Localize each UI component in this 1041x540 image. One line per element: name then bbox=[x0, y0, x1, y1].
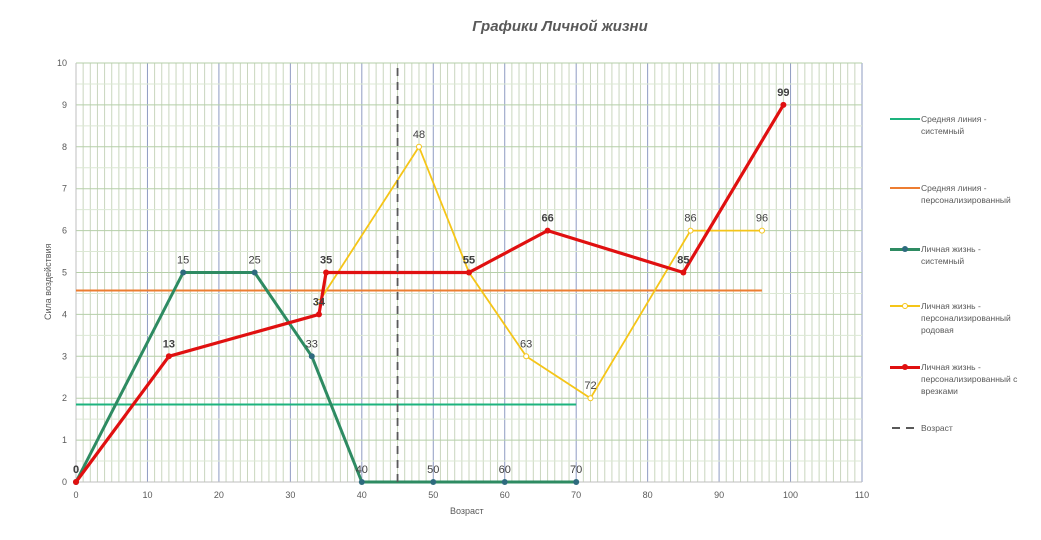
data-label: 25 bbox=[249, 255, 261, 267]
data-label: 35 bbox=[320, 255, 332, 267]
data-label: 13 bbox=[163, 338, 175, 350]
line-hollow-marker-swatch-icon bbox=[890, 300, 920, 312]
y-tick-label: 8 bbox=[62, 142, 67, 152]
data-label: 86 bbox=[684, 213, 696, 225]
data-point-marker bbox=[544, 227, 551, 234]
data-label: 50 bbox=[427, 464, 439, 476]
data-point-marker bbox=[466, 269, 472, 276]
data-label: 48 bbox=[413, 129, 425, 141]
y-tick-label: 7 bbox=[62, 184, 67, 194]
y-tick-label: 3 bbox=[62, 351, 67, 361]
x-tick-label: 60 bbox=[500, 490, 510, 500]
data-label: 70 bbox=[570, 464, 582, 476]
data-label: 72 bbox=[584, 380, 596, 392]
chart-title: Графики Личной жизни bbox=[472, 18, 648, 35]
data-point-marker bbox=[315, 311, 322, 318]
dashed-line-swatch-icon bbox=[890, 422, 920, 434]
y-tick-label: 2 bbox=[62, 393, 67, 403]
data-point-marker bbox=[251, 269, 258, 276]
data-label: 55 bbox=[463, 255, 475, 267]
x-tick-label: 70 bbox=[571, 490, 581, 500]
line-marker-swatch-icon bbox=[890, 243, 920, 255]
data-label: 66 bbox=[541, 213, 553, 225]
line-marker-swatch-icon bbox=[890, 361, 920, 373]
line-swatch-icon bbox=[890, 182, 920, 194]
data-label: 63 bbox=[520, 338, 532, 350]
data-point-marker bbox=[180, 269, 187, 276]
series-line bbox=[74, 271, 577, 484]
series-layer bbox=[73, 63, 787, 485]
data-point-marker bbox=[587, 395, 594, 402]
x-tick-label: 80 bbox=[643, 490, 653, 500]
y-tick-label: 6 bbox=[62, 226, 67, 236]
y-tick-label: 9 bbox=[62, 100, 67, 110]
x-tick-label: 10 bbox=[142, 490, 152, 500]
data-label: 15 bbox=[177, 255, 189, 267]
x-tick-label: 30 bbox=[285, 490, 295, 500]
data-point-marker bbox=[358, 479, 365, 485]
y-tick-label: 4 bbox=[62, 309, 67, 319]
data-point-marker bbox=[308, 353, 315, 360]
data-label: 33 bbox=[306, 338, 318, 350]
y-tick-label: 10 bbox=[57, 58, 67, 68]
y-tick-label: 0 bbox=[62, 477, 67, 487]
x-axis-label: Возраст bbox=[450, 506, 484, 516]
data-label: 60 bbox=[499, 464, 511, 476]
data-label: 34 bbox=[313, 296, 326, 308]
y-tick-label: 1 bbox=[62, 435, 67, 445]
y-tick-label: 5 bbox=[62, 268, 67, 278]
x-tick-label: 20 bbox=[214, 490, 224, 500]
data-label: 96 bbox=[756, 213, 768, 225]
legend-item-avg-systemic[interactable]: Средняя линия - системный bbox=[890, 113, 1040, 137]
x-tick-label: 40 bbox=[357, 490, 367, 500]
data-point-marker bbox=[430, 479, 437, 485]
y-axis-label: Сила воздействия bbox=[43, 243, 53, 320]
data-point-marker bbox=[415, 143, 422, 150]
x-tick-label: 100 bbox=[783, 490, 798, 500]
data-point-marker bbox=[680, 269, 687, 276]
x-tick-label: 110 bbox=[855, 490, 869, 500]
data-point-marker bbox=[523, 353, 530, 360]
data-point-marker bbox=[687, 227, 694, 234]
data-point-marker bbox=[73, 479, 79, 485]
data-point-marker bbox=[780, 101, 787, 108]
data-label: 0 bbox=[73, 464, 79, 476]
data-label: 85 bbox=[677, 255, 689, 267]
x-tick-label: 0 bbox=[73, 490, 78, 500]
legend-item-life-personalized-ancestral[interactable]: Личная жизнь - персонализированный родовая bbox=[890, 300, 1040, 336]
data-point-marker bbox=[501, 479, 508, 485]
data-label: 99 bbox=[777, 87, 789, 99]
data-label: 55 bbox=[463, 255, 475, 267]
legend-item-life-systemic[interactable]: Личная жизнь - системный bbox=[890, 243, 1040, 267]
data-point-marker bbox=[165, 353, 172, 360]
legend-item-life-personalized-inserts[interactable]: Личная жизнь - персонализированный с врезк… bbox=[890, 361, 1040, 397]
line-swatch-icon bbox=[890, 113, 920, 125]
data-label: 0 bbox=[73, 464, 79, 476]
legend-item-avg-personalized[interactable]: Средняя линия - персонализированный bbox=[890, 182, 1040, 206]
data-point-marker bbox=[758, 227, 765, 234]
series-line bbox=[74, 104, 785, 483]
data-point-marker bbox=[323, 269, 330, 276]
legend-item-age[interactable]: Возраст bbox=[890, 422, 1040, 434]
x-tick-label: 50 bbox=[428, 490, 438, 500]
data-label: 40 bbox=[356, 464, 368, 476]
data-point-marker bbox=[573, 479, 580, 485]
x-tick-label: 90 bbox=[714, 490, 724, 500]
